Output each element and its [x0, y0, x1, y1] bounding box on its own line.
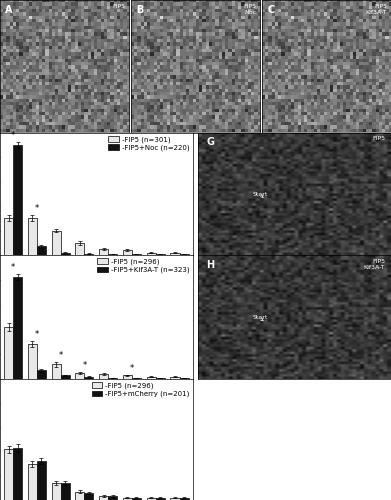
Bar — [179, 498, 188, 500]
Bar — [179, 254, 188, 255]
Bar — [108, 254, 117, 255]
X-axis label: Average Speed (μm/sec): Average Speed (μm/sec) — [50, 408, 143, 418]
Bar — [132, 378, 141, 379]
Text: B: B — [136, 6, 143, 16]
Bar — [37, 370, 46, 379]
Legend: -FIP5 (n=296), -FIP5+mCherry (n=201): -FIP5 (n=296), -FIP5+mCherry (n=201) — [89, 380, 192, 400]
Text: *: * — [11, 264, 15, 272]
Bar — [13, 145, 22, 255]
Text: FIP5: FIP5 — [372, 136, 385, 141]
Text: *: * — [82, 360, 86, 370]
Bar — [123, 376, 132, 379]
Bar — [61, 376, 70, 379]
Bar — [61, 483, 70, 500]
Legend: -FIP5 (n=301), -FIP5+Noc (n=220): -FIP5 (n=301), -FIP5+Noc (n=220) — [106, 133, 192, 154]
Text: FIP5: FIP5 — [112, 4, 125, 9]
Bar — [13, 278, 22, 379]
Bar — [99, 496, 108, 500]
Legend: -FIP5 (n=296), -FIP5+Kif3A-T (n=323): -FIP5 (n=296), -FIP5+Kif3A-T (n=323) — [95, 256, 192, 276]
Bar — [123, 498, 132, 500]
Bar — [132, 254, 141, 255]
Bar — [147, 498, 156, 500]
Text: H: H — [206, 260, 214, 270]
Bar — [75, 243, 84, 255]
Bar — [4, 449, 13, 500]
Bar — [132, 498, 141, 500]
Bar — [147, 376, 156, 379]
Bar — [123, 250, 132, 255]
Bar — [61, 252, 70, 255]
Bar — [170, 498, 179, 500]
Bar — [75, 492, 84, 500]
X-axis label: Average Speed (μm/sec): Average Speed (μm/sec) — [50, 284, 143, 294]
Text: FIP5
Kif3A-T: FIP5 Kif3A-T — [366, 4, 387, 15]
Bar — [37, 246, 46, 255]
Bar — [75, 373, 84, 379]
Bar — [84, 492, 93, 500]
Text: *: * — [11, 131, 15, 140]
Bar — [28, 344, 37, 379]
Text: Start: Start — [252, 192, 268, 198]
Text: Start: Start — [252, 316, 268, 321]
Bar — [4, 327, 13, 379]
Text: G: G — [206, 138, 214, 147]
Bar — [28, 464, 37, 500]
Bar — [156, 498, 165, 500]
Bar — [37, 462, 46, 500]
Bar — [52, 230, 61, 255]
Text: *: * — [35, 330, 39, 340]
Bar — [179, 378, 188, 379]
Bar — [99, 249, 108, 255]
Bar — [108, 496, 117, 500]
Bar — [84, 376, 93, 379]
Text: A: A — [5, 6, 13, 16]
Bar — [156, 378, 165, 379]
Bar — [28, 218, 37, 255]
Bar — [52, 364, 61, 379]
Bar — [156, 254, 165, 255]
Bar — [4, 218, 13, 255]
Text: C: C — [267, 6, 274, 16]
Bar — [170, 376, 179, 379]
Text: FIP5
Kif3A-T: FIP5 Kif3A-T — [364, 258, 385, 270]
Text: *: * — [59, 351, 63, 360]
Bar — [147, 252, 156, 255]
Text: FIP5
Noc: FIP5 Noc — [243, 4, 256, 15]
Bar — [52, 483, 61, 500]
Bar — [170, 252, 179, 255]
Text: *: * — [130, 364, 134, 372]
Bar — [108, 378, 117, 379]
Bar — [13, 448, 22, 500]
Bar — [84, 254, 93, 255]
Text: *: * — [35, 204, 39, 214]
Bar — [99, 374, 108, 379]
